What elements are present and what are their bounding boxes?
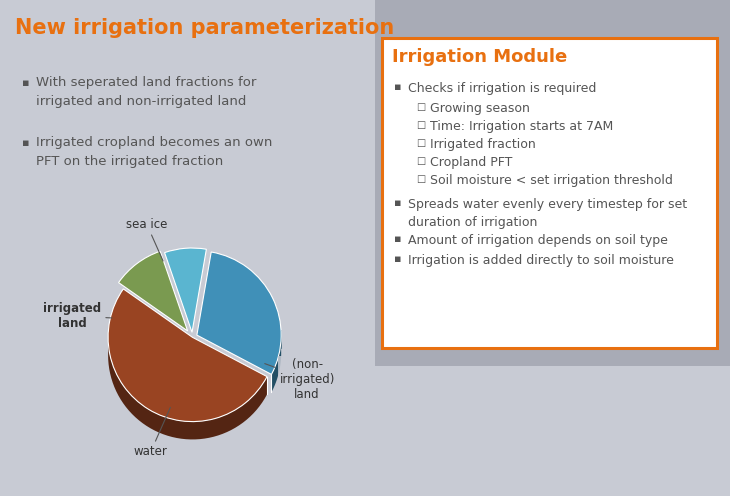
Wedge shape: [108, 289, 267, 422]
Text: sea ice: sea ice: [126, 218, 167, 261]
Text: ▪: ▪: [394, 82, 402, 92]
Text: □: □: [416, 102, 426, 112]
Text: □: □: [416, 174, 426, 184]
Text: ▪: ▪: [394, 198, 402, 208]
Text: ▪: ▪: [394, 234, 402, 244]
Text: □: □: [416, 138, 426, 148]
Text: Amount of irrigation depends on soil type: Amount of irrigation depends on soil typ…: [408, 234, 668, 247]
Text: irrigated
land: irrigated land: [43, 302, 112, 330]
Polygon shape: [108, 332, 267, 439]
Text: Irrigated cropland becomes an own
PFT on the irrigated fraction: Irrigated cropland becomes an own PFT on…: [36, 136, 272, 168]
Wedge shape: [164, 248, 207, 332]
Text: Soil moisture < set irrigation threshold: Soil moisture < set irrigation threshold: [430, 174, 673, 187]
Text: Irrigation is added directly to soil moisture: Irrigation is added directly to soil moi…: [408, 254, 674, 267]
Text: □: □: [416, 120, 426, 130]
Text: water: water: [134, 407, 170, 458]
Text: Irrigated fraction: Irrigated fraction: [430, 138, 536, 151]
FancyBboxPatch shape: [382, 38, 717, 348]
Text: ▪: ▪: [394, 254, 402, 264]
Text: ▪: ▪: [22, 138, 29, 148]
Text: Spreads water evenly every timestep for set
duration of irrigation: Spreads water evenly every timestep for …: [408, 198, 687, 229]
Text: Cropland PFT: Cropland PFT: [430, 156, 512, 169]
Bar: [375, 0, 730, 366]
Text: (non-
irrigated)
land: (non- irrigated) land: [265, 358, 335, 400]
Text: With seperated land fractions for
irrigated and non-irrigated land: With seperated land fractions for irriga…: [36, 76, 256, 108]
Text: Time: Irrigation starts at 7AM: Time: Irrigation starts at 7AM: [430, 120, 613, 133]
Text: □: □: [416, 156, 426, 166]
Wedge shape: [197, 252, 281, 374]
Text: Irrigation Module: Irrigation Module: [392, 48, 567, 66]
Text: ▪: ▪: [22, 78, 29, 88]
Wedge shape: [118, 251, 188, 331]
Text: New irrigation parameterization: New irrigation parameterization: [15, 18, 394, 38]
Text: Growing season: Growing season: [430, 102, 530, 115]
Polygon shape: [272, 330, 281, 392]
Text: Checks if irrigation is required: Checks if irrigation is required: [408, 82, 596, 95]
